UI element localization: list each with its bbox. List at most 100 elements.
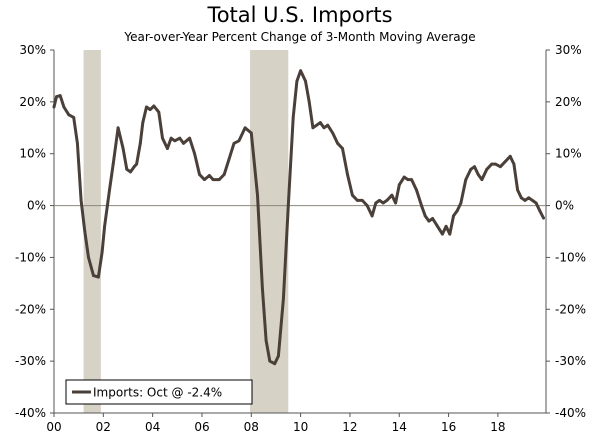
x-tick-label: 18 [490, 420, 505, 434]
y-tick-label-right: 30% [555, 43, 582, 57]
data-point [256, 193, 259, 197]
data-point [326, 123, 330, 127]
data-point [390, 193, 394, 197]
chart-subtitle: Year-over-Year Percent Change of 3-Month… [123, 30, 475, 44]
data-point [534, 201, 538, 205]
data-point [188, 136, 192, 140]
y-tick-label-right: -10% [555, 250, 586, 264]
data-point [498, 165, 502, 169]
data-point [121, 147, 125, 150]
data-point [542, 216, 545, 220]
data-point [299, 69, 303, 73]
x-tick-label: 04 [145, 420, 160, 434]
data-point [370, 214, 374, 218]
data-point [436, 224, 439, 228]
x-tick-label: 08 [244, 420, 259, 434]
data-point [87, 256, 90, 259]
data-point [141, 121, 145, 124]
y-tick-label-left: -10% [15, 250, 46, 264]
data-point [378, 198, 381, 202]
x-tick-label: 06 [194, 420, 209, 434]
recession-bands [83, 50, 289, 413]
data-point [166, 147, 169, 150]
legend-box [65, 379, 253, 405]
data-point [62, 105, 66, 109]
data-point [249, 131, 253, 135]
data-point [318, 121, 322, 124]
data-point [79, 198, 83, 202]
data-point [125, 167, 129, 171]
data-point [315, 123, 319, 127]
data-point [193, 152, 196, 156]
data-point [508, 154, 512, 158]
y-tick-label-left: -40% [15, 406, 46, 420]
data-point [415, 188, 418, 192]
data-point [448, 232, 452, 236]
data-point [341, 147, 344, 150]
data-point [355, 198, 359, 202]
data-point [198, 173, 201, 176]
data-point [169, 136, 173, 140]
data-point [441, 232, 444, 236]
data-point [469, 167, 473, 171]
data-point [111, 162, 115, 166]
data-point [55, 95, 58, 99]
data-point [322, 126, 326, 130]
data-point [178, 136, 182, 140]
data-point [108, 188, 111, 192]
data-point [516, 188, 520, 192]
data-point [480, 178, 484, 182]
data-point [72, 116, 76, 119]
y-tick-label-right: 10% [555, 147, 582, 161]
y-tick-label-right: -40% [555, 406, 586, 420]
data-point [157, 110, 161, 114]
data-point [207, 174, 211, 177]
data-point [519, 196, 523, 200]
recession-band [83, 50, 101, 413]
data-point [152, 104, 156, 108]
data-point [281, 297, 285, 301]
data-point [523, 198, 527, 202]
data-point [148, 108, 152, 112]
data-point [476, 173, 480, 176]
data-point [138, 141, 142, 145]
data-point [336, 141, 340, 145]
data-point [397, 183, 401, 187]
x-tick-label: 14 [392, 420, 407, 434]
data-point [273, 362, 277, 366]
data-point [277, 354, 280, 358]
data-point [512, 162, 516, 166]
data-point [237, 139, 241, 143]
data-point [365, 204, 369, 207]
data-point [83, 230, 87, 233]
y-tick-label-right: 20% [555, 95, 582, 109]
data-point [304, 79, 307, 83]
x-tick-label: 16 [441, 420, 456, 434]
data-point [311, 126, 315, 130]
series-line [52, 69, 545, 366]
x-tick-label: 02 [96, 420, 111, 434]
data-point [232, 141, 236, 145]
data-point [490, 162, 494, 166]
x-tick-label: 10 [293, 420, 308, 434]
data-point [485, 167, 489, 171]
y-tick-label-right: 0% [555, 199, 574, 213]
data-point [410, 178, 413, 182]
data-point [103, 224, 106, 228]
data-point [58, 94, 62, 98]
data-point [464, 178, 468, 182]
data-point [173, 139, 177, 143]
data-point [52, 105, 56, 109]
data-point [427, 219, 431, 223]
chart-title: Total U.S. Imports [206, 3, 392, 27]
data-point [374, 201, 378, 205]
y-tick-label-left: -20% [15, 302, 46, 316]
data-point [211, 178, 215, 182]
data-point [420, 204, 423, 207]
data-point [286, 204, 290, 207]
data-point [307, 100, 311, 104]
data-point [243, 126, 247, 130]
data-point [100, 250, 104, 254]
